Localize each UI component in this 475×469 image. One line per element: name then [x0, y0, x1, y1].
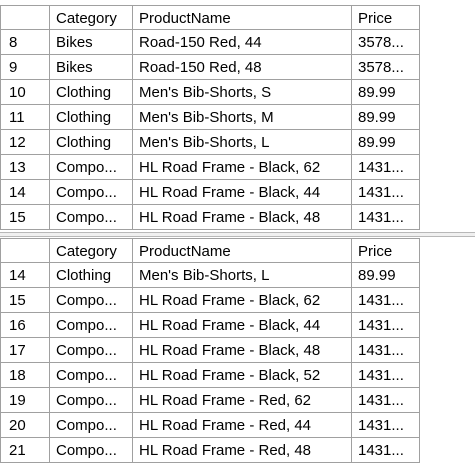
row-number[interactable]: 15: [0, 288, 50, 313]
column-header-price[interactable]: Price: [352, 5, 420, 30]
cell-price[interactable]: 1431...: [352, 313, 420, 338]
cell-productname[interactable]: HL Road Frame - Black, 48: [133, 338, 352, 363]
row-number[interactable]: 14: [0, 180, 50, 205]
row-number[interactable]: 11: [0, 105, 50, 130]
results-grid-1[interactable]: Category ProductName Price 8 Bikes Road-15…: [0, 0, 475, 232]
cell-productname[interactable]: Men's Bib-Shorts, M: [133, 105, 352, 130]
cell-category[interactable]: Compo...: [50, 413, 133, 438]
cell-category[interactable]: Clothing: [50, 80, 133, 105]
cell-price[interactable]: 3578...: [352, 30, 420, 55]
row-number[interactable]: 14: [0, 263, 50, 288]
cell-productname[interactable]: HL Road Frame - Red, 62: [133, 388, 352, 413]
header-row: Category ProductName Price: [0, 238, 420, 263]
table-row[interactable]: 12 Clothing Men's Bib-Shorts, L 89.99: [0, 130, 420, 155]
table-row[interactable]: 10 Clothing Men's Bib-Shorts, S 89.99: [0, 80, 420, 105]
cell-category[interactable]: Compo...: [50, 338, 133, 363]
table-row[interactable]: 15 Compo... HL Road Frame - Black, 48 1431.…: [0, 205, 420, 230]
cell-category[interactable]: Compo...: [50, 363, 133, 388]
cell-category[interactable]: Compo...: [50, 313, 133, 338]
cell-category[interactable]: Clothing: [50, 130, 133, 155]
row-number[interactable]: 19: [0, 388, 50, 413]
row-number[interactable]: 20: [0, 413, 50, 438]
cell-productname[interactable]: HL Road Frame - Red, 44: [133, 413, 352, 438]
table-row[interactable]: 13 Compo... HL Road Frame - Black, 62 1431.…: [0, 155, 420, 180]
table-row[interactable]: 14 Clothing Men's Bib-Shorts, L 89.99: [0, 263, 420, 288]
cell-price[interactable]: 89.99: [352, 263, 420, 288]
cell-productname[interactable]: HL Road Frame - Black, 52: [133, 363, 352, 388]
cell-price[interactable]: 1431...: [352, 388, 420, 413]
row-number[interactable]: 15: [0, 205, 50, 230]
row-number[interactable]: 10: [0, 80, 50, 105]
row-number[interactable]: 21: [0, 438, 50, 463]
cell-price[interactable]: 1431...: [352, 338, 420, 363]
header-row: Category ProductName Price: [0, 5, 420, 30]
cell-productname[interactable]: HL Road Frame - Black, 44: [133, 313, 352, 338]
column-header-price[interactable]: Price: [352, 238, 420, 263]
column-header-productname[interactable]: ProductName: [133, 5, 352, 30]
cell-price[interactable]: 1431...: [352, 205, 420, 230]
table-row[interactable]: 21 Compo... HL Road Frame - Red, 48 1431...: [0, 438, 420, 463]
cell-price[interactable]: 1431...: [352, 413, 420, 438]
row-header-corner[interactable]: [0, 5, 50, 30]
row-number[interactable]: 9: [0, 55, 50, 80]
row-number[interactable]: 16: [0, 313, 50, 338]
table-row[interactable]: 8 Bikes Road-150 Red, 44 3578...: [0, 30, 420, 55]
cell-price[interactable]: 1431...: [352, 438, 420, 463]
row-number[interactable]: 18: [0, 363, 50, 388]
cell-price[interactable]: 1431...: [352, 180, 420, 205]
cell-price[interactable]: 1431...: [352, 363, 420, 388]
cell-category[interactable]: Compo...: [50, 180, 133, 205]
cell-productname[interactable]: Road-150 Red, 44: [133, 30, 352, 55]
cell-price[interactable]: 89.99: [352, 80, 420, 105]
cell-category[interactable]: Compo...: [50, 288, 133, 313]
table-row[interactable]: 20 Compo... HL Road Frame - Red, 44 1431...: [0, 413, 420, 438]
row-number[interactable]: 8: [0, 30, 50, 55]
table-row[interactable]: 11 Clothing Men's Bib-Shorts, M 89.99: [0, 105, 420, 130]
cell-productname[interactable]: Men's Bib-Shorts, S: [133, 80, 352, 105]
cell-productname[interactable]: HL Road Frame - Black, 62: [133, 155, 352, 180]
row-number[interactable]: 12: [0, 130, 50, 155]
table-row[interactable]: 16 Compo... HL Road Frame - Black, 44 1431.…: [0, 313, 420, 338]
cell-productname[interactable]: HL Road Frame - Black, 48: [133, 205, 352, 230]
column-header-category[interactable]: Category: [50, 5, 133, 30]
cell-category[interactable]: Bikes: [50, 30, 133, 55]
cell-productname[interactable]: HL Road Frame - Black, 62: [133, 288, 352, 313]
row-number[interactable]: 13: [0, 155, 50, 180]
cell-productname[interactable]: Men's Bib-Shorts, L: [133, 130, 352, 155]
column-header-productname[interactable]: ProductName: [133, 238, 352, 263]
cell-category[interactable]: Clothing: [50, 105, 133, 130]
grid-splitter[interactable]: [0, 232, 475, 237]
cell-price[interactable]: 1431...: [352, 288, 420, 313]
cell-price[interactable]: 89.99: [352, 130, 420, 155]
cell-productname[interactable]: HL Road Frame - Red, 48: [133, 438, 352, 463]
table-row[interactable]: 19 Compo... HL Road Frame - Red, 62 1431...: [0, 388, 420, 413]
cell-category[interactable]: Clothing: [50, 263, 133, 288]
cell-category[interactable]: Compo...: [50, 438, 133, 463]
cell-category[interactable]: Compo...: [50, 388, 133, 413]
table-row[interactable]: 14 Compo... HL Road Frame - Black, 44 1431.…: [0, 180, 420, 205]
cell-productname[interactable]: HL Road Frame - Black, 44: [133, 180, 352, 205]
cell-category[interactable]: Compo...: [50, 155, 133, 180]
cell-category[interactable]: Bikes: [50, 55, 133, 80]
table-row[interactable]: 18 Compo... HL Road Frame - Black, 52 1431.…: [0, 363, 420, 388]
cell-price[interactable]: 89.99: [352, 105, 420, 130]
results-grid-2[interactable]: Category ProductName Price 14 Clothing Men…: [0, 237, 475, 469]
table-row[interactable]: 9 Bikes Road-150 Red, 48 3578...: [0, 55, 420, 80]
column-header-category[interactable]: Category: [50, 238, 133, 263]
cell-productname[interactable]: Men's Bib-Shorts, L: [133, 263, 352, 288]
table-row[interactable]: 15 Compo... HL Road Frame - Black, 62 1431.…: [0, 288, 420, 313]
cell-price[interactable]: 1431...: [352, 155, 420, 180]
row-header-corner[interactable]: [0, 238, 50, 263]
cell-category[interactable]: Compo...: [50, 205, 133, 230]
cell-productname[interactable]: Road-150 Red, 48: [133, 55, 352, 80]
row-number[interactable]: 17: [0, 338, 50, 363]
table-row[interactable]: 17 Compo... HL Road Frame - Black, 48 1431.…: [0, 338, 420, 363]
cell-price[interactable]: 3578...: [352, 55, 420, 80]
